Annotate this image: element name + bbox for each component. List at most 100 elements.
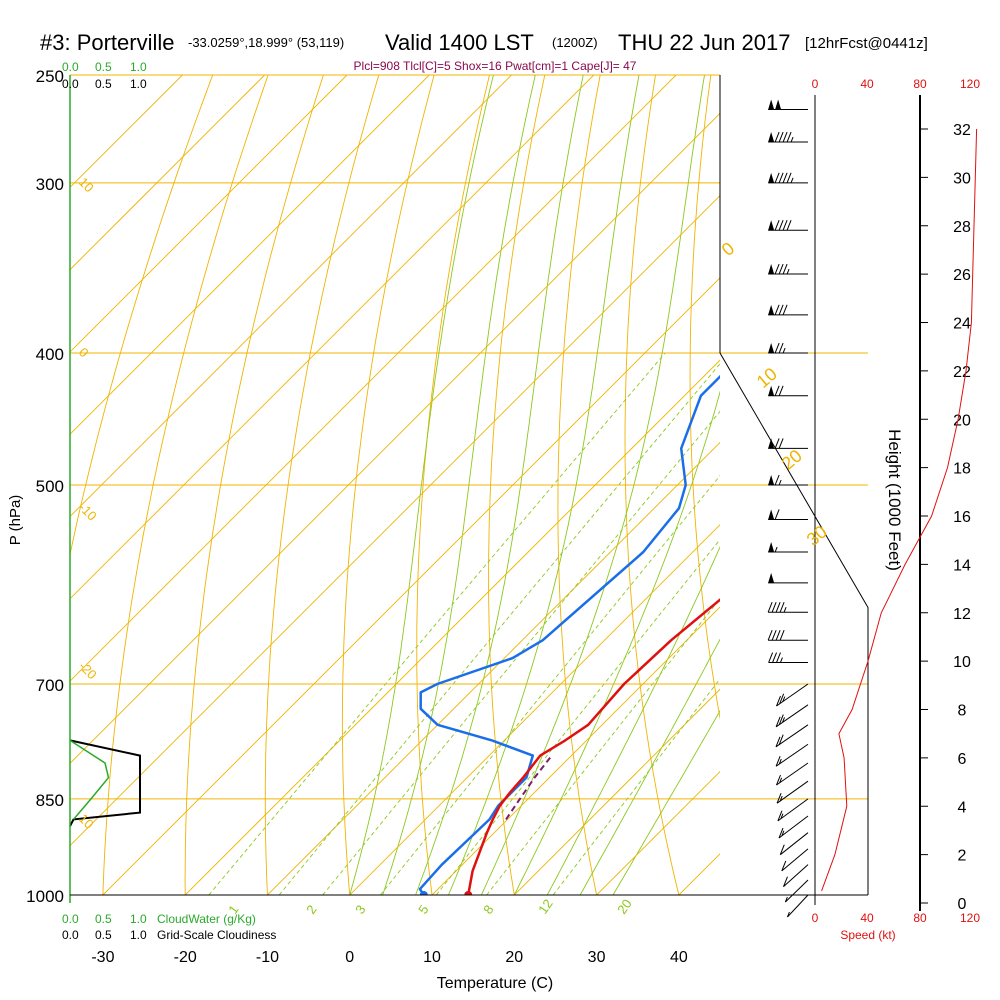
wind-barb-feather [774,474,780,486]
isotherm-label: 10 [76,174,97,195]
wind-barb [783,864,809,888]
wind-barb [768,438,808,449]
mixing-ratio-line [552,678,720,895]
wind-barb-feather [778,131,784,143]
wind-barb-staff [783,864,809,888]
mixing-ratio-label: 20 [614,896,635,916]
wind-barb-feather [778,263,784,275]
cloud-water-tick-label-top: 0.0 [62,60,79,74]
height-tick-label: 26 [953,267,971,284]
wind-barb [768,220,808,231]
wind-barb-feather [778,342,784,354]
isotherm-line [70,75,348,353]
wind-barb-feather [774,509,780,520]
indices-line: Plcl=908 Tlcl[C]=5 Shox=16 Pwat[cm]=1 Ca… [354,59,637,73]
wind-barb-feather [775,736,781,748]
speed-tick-label-top: 120 [960,77,980,91]
wind-barb-feather [774,263,780,275]
isotherm-line [349,524,720,895]
pressure-tick-label: 300 [36,175,64,194]
dry-adiabat-label: 10 [753,364,781,392]
dry-adiabat-line [416,75,490,895]
wind-barb-feather [779,693,785,705]
wind-barb-staff [778,815,809,839]
wind-barb-feather [777,810,783,822]
wind-barb [768,304,808,316]
wind-barb-staff [776,683,809,707]
wind-barb-flag [768,220,775,231]
wind-barb [781,848,809,872]
wind-barb [768,172,808,184]
wind-barb [776,762,809,786]
wind-barb-feather [776,774,781,786]
isotherm-line [70,75,430,435]
chart-title: #3: Porterville -33.0259°,18.999° (53,11… [0,28,1000,60]
temperature-tick-label: 20 [505,949,523,966]
pressure-tick-label: 700 [36,676,64,695]
wind-barb-half-feather [782,717,785,723]
temperature-tick-label: -10 [256,949,279,966]
wind-barb-staff [785,879,809,903]
moist-adiabat-line [480,75,705,895]
surface-dewpoint-point [419,891,428,895]
dewpoint-profile-line [418,374,720,895]
wind-barb-feather [771,630,777,641]
wind-barb-flag [768,509,775,520]
wind-barb-half-feather [779,657,783,663]
dry-adiabat-line [689,75,720,721]
cloudiness-axis-label: Grid-Scale Cloudiness [157,928,276,942]
height-tick-label: 28 [953,219,971,236]
isotherm-line [513,688,720,895]
isotherm-label: -10 [76,500,100,524]
dry-adiabat-line [70,75,214,557]
speed-tick-label-bottom: 120 [960,911,980,925]
wind-barb [768,385,808,397]
wind-barb-feather [774,172,780,184]
wind-barb-staff [775,704,809,728]
wind-barb-flag [768,172,775,183]
mixing-ratio-line [278,363,720,895]
mixing-ratio-line [435,538,720,895]
temperature-tick-label: -30 [91,949,114,966]
wind-barb-flag [768,304,775,315]
dry-adiabat-line [341,75,435,895]
dry-adiabat-line [988,0,1000,924]
cloudiness-tick-label-bottom: 0.0 [62,928,79,942]
mixing-ratio-label: 8 [480,902,496,917]
wind-barb-feather [786,220,792,231]
mixing-ratio-line [208,352,666,895]
wind-barb-feather [775,630,781,641]
temperature-tick-label: 10 [423,949,441,966]
wind-barb-half-feather [781,830,785,837]
wind-barb-feather [775,756,781,767]
wind-barb-flag [768,385,775,396]
wind-barb-half-feather [783,607,787,613]
cloud-water-tick-label-top: 1.0 [130,60,147,74]
wind-barb-feather [778,714,784,725]
cloudiness-tick-label-top: 1.0 [130,77,147,91]
wind-barb [775,724,809,748]
speed-tick-label-top: 0 [812,77,819,91]
wind-barb-flag [768,343,775,354]
temperature-tick-label: 40 [670,949,688,966]
mixing-ratio-label: 3 [352,902,368,917]
wind-barb-half-feather [790,136,794,143]
moist-adiabat-line [546,546,720,895]
wind-barb [768,342,808,354]
wind-barb-feather [782,172,788,184]
speed-axis-label: Speed (kt) [840,928,895,942]
mixing-ratio-label: 5 [415,902,431,917]
title-forecast: [12hrFcst@0441z] [805,35,928,52]
dry-adiabat-line [488,75,546,895]
wind-barb-feather [778,827,784,839]
dry-adiabat-label: 20 [778,445,806,473]
wind-barb-feather [782,263,788,275]
wind-barb [768,542,808,553]
wind-barb-half-feather [774,546,778,553]
moist-adiabat-line [612,710,720,895]
dry-adiabat-line [814,0,936,924]
wind-barb-feather [776,793,782,804]
wind-barb [768,509,808,520]
mixing-ratio-line [322,410,720,895]
wind-barb-half-feather [779,795,783,802]
